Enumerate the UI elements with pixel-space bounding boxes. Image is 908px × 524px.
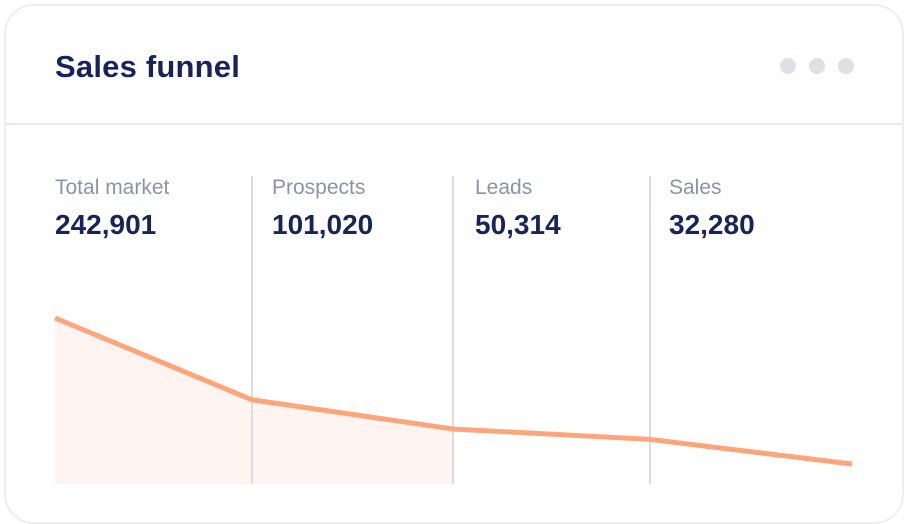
stage-value-total-market: 242,901 (55, 209, 156, 241)
stage-value-prospects: 101,020 (272, 209, 373, 241)
stage-value-leads: 50,314 (475, 209, 561, 241)
stage-label-prospects: Prospects (272, 176, 365, 200)
funnel-chart (6, 6, 904, 524)
stage-value-sales: 32,280 (669, 209, 755, 241)
stage-label-leads: Leads (475, 176, 532, 200)
sales-funnel-card: Sales funnel Total market 242,901 Prospe… (4, 4, 904, 524)
stage-label-sales: Sales (669, 176, 722, 200)
stage-label-total-market: Total market (55, 176, 169, 200)
